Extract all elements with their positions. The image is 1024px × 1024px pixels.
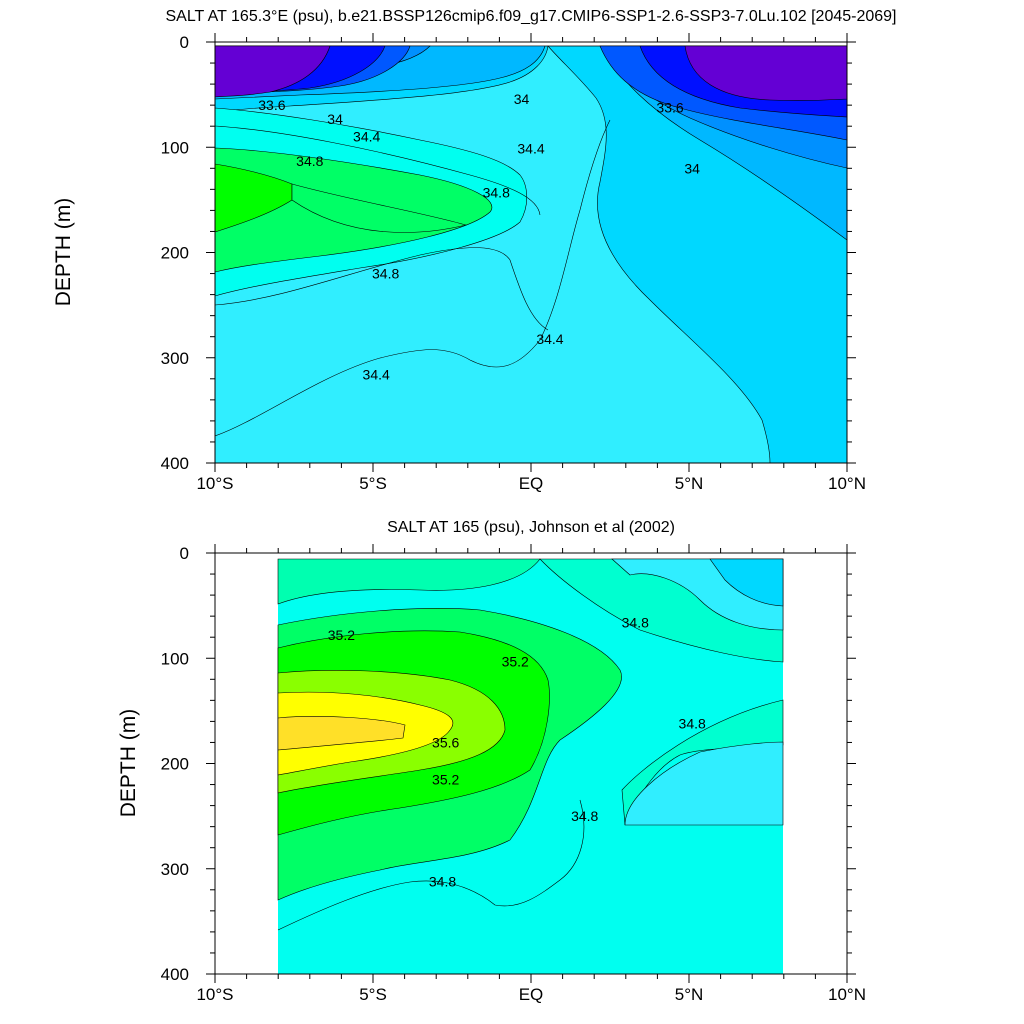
model-contour-label: 34 (514, 91, 530, 107)
model-ytick-label: 100 (161, 138, 189, 157)
obs-contour-label: 34.8 (679, 716, 706, 732)
obs-ytick-label: 200 (161, 755, 189, 774)
model-xtick-label: 5°N (675, 474, 704, 493)
obs-contour-label: 34.8 (571, 808, 598, 824)
obs-band-34.4-34.6 (611, 558, 784, 826)
model-axes: 10°S 5°S EQ 5°N 10°N 0 100 200 300 400 (161, 33, 866, 493)
obs-ytick-label: 400 (161, 965, 189, 984)
obs-panel-title: SALT AT 165 (psu), Johnson et al (2002) (387, 519, 675, 536)
band-35.0-east (291, 183, 468, 233)
obs-ytick-label: 100 (161, 649, 189, 668)
model-panel-title: SALT AT 165.3°E (psu), b.e21.BSSP126cmip… (166, 8, 897, 25)
model-contour-label: 34.4 (536, 331, 563, 347)
obs-contour-label: 34.8 (622, 614, 649, 630)
obs-xtick-label: 10°S (196, 985, 233, 1004)
model-ytick-label: 400 (161, 454, 189, 473)
obs-ytick-label: 300 (161, 860, 189, 879)
obs-ylabel: DEPTH (m) (117, 709, 140, 818)
model-panel: SALT AT 165.3°E (psu), b.e21.BSSP126cmip… (52, 8, 897, 493)
obs-contour-labels: 35.2 35.2 35.6 35.2 34.8 34.8 34.8 34.8 (328, 614, 706, 889)
obs-contour-label: 35.6 (432, 734, 459, 750)
obs-ytick-label: 0 (180, 544, 189, 563)
model-xtick-label: 10°N (828, 474, 866, 493)
model-contour-label: 33.6 (656, 99, 683, 115)
model-contour-label: 34.4 (363, 367, 390, 383)
model-xtick-label: 5°S (359, 474, 387, 493)
model-contour-label: 34 (684, 160, 700, 176)
obs-xtick-label: EQ (519, 985, 544, 1004)
model-ylabel: DEPTH (m) (52, 198, 75, 307)
obs-contour-label: 34.8 (429, 873, 456, 889)
obs-xtick-label: 5°S (359, 985, 387, 1004)
obs-contour-label: 35.2 (328, 627, 355, 643)
obs-contour-label: 35.2 (432, 771, 459, 787)
model-contour-label: 33.6 (258, 97, 285, 113)
band-33.2-33.4 (215, 45, 847, 101)
obs-band-35.8-plus (277, 716, 406, 751)
obs-band-surface (277, 558, 541, 605)
model-contour-field (215, 42, 847, 463)
model-contour-labels: 33.6 34 34.4 34.8 34.8 34.4 34.8 34.4 34 33.6 34 34… (258, 91, 700, 383)
obs-xtick-label: 5°N (675, 985, 704, 1004)
model-contour-label: 34.8 (483, 185, 510, 201)
model-ytick-label: 300 (161, 349, 189, 368)
model-contour-label: 34.4 (517, 140, 544, 156)
model-contour-label: 34.8 (296, 153, 323, 169)
obs-panel: SALT AT 165 (psu), Johnson et al (2002) … (117, 519, 866, 1004)
model-contour-label: 34 (327, 111, 343, 127)
obs-contour-label: 35.2 (502, 653, 529, 669)
model-xtick-label: EQ (519, 474, 544, 493)
obs-band-34.2-34.4 (709, 558, 784, 607)
model-xtick-label: 10°S (196, 474, 233, 493)
obs-axes: 10°S 5°S EQ 5°N 10°N 0 100 200 300 400 (161, 544, 866, 1004)
model-ytick-label: 200 (161, 244, 189, 263)
model-contour-label: 34.4 (353, 129, 380, 145)
model-contour-label: 34.8 (372, 266, 399, 282)
model-ytick-label: 0 (180, 33, 189, 52)
obs-xtick-label: 10°N (828, 985, 866, 1004)
obs-contour-field (277, 558, 784, 974)
